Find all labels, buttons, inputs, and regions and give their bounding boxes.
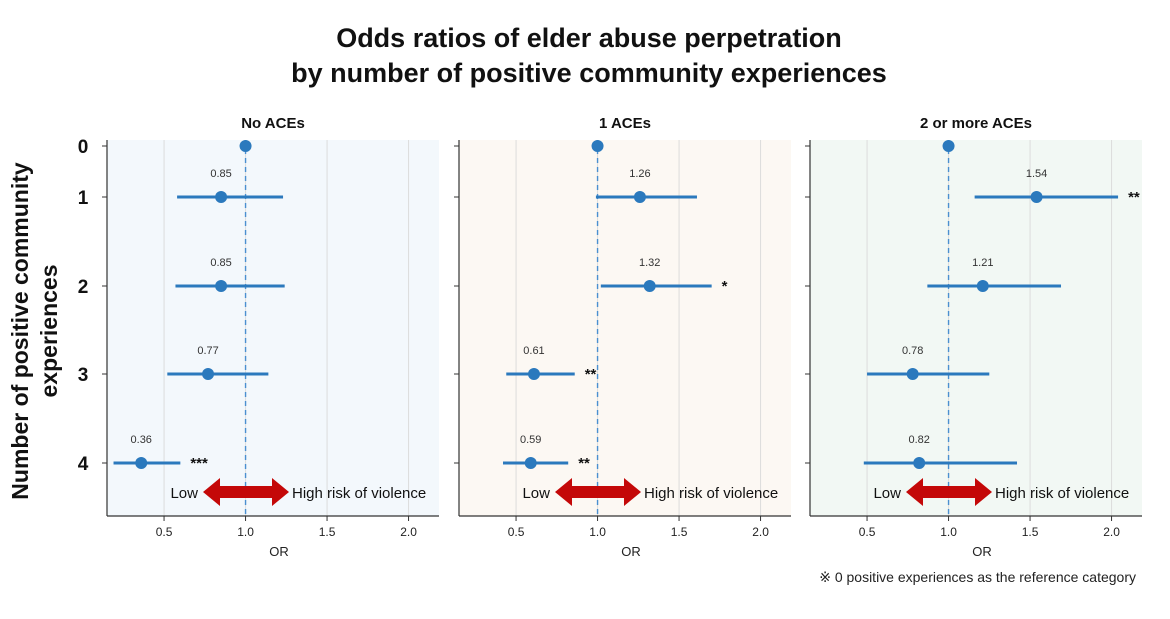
- estimate-label: 0.77: [197, 345, 218, 357]
- estimate-point: [215, 280, 228, 292]
- risk-double-arrow: [906, 478, 992, 506]
- panel-background: [107, 140, 439, 516]
- estimate-label: 1.21: [972, 257, 993, 269]
- estimate-label: 0.78: [902, 345, 923, 357]
- x-axis-label: OR: [972, 544, 992, 559]
- chart-title-line2: by number of positive community experien…: [291, 58, 887, 88]
- estimate-point: [633, 191, 646, 203]
- significance-marker: *: [722, 278, 728, 295]
- x-axis-label: OR: [269, 544, 289, 559]
- estimate-label: 0.82: [908, 434, 929, 446]
- arrow-low-label: Low: [170, 485, 198, 502]
- y-category-label: 3: [78, 365, 89, 386]
- estimate-label: 0.85: [210, 168, 231, 180]
- panel-1: 0.5 1.0 1.5 2.0 OR No ACEs 0.85 0.85 0.77 0.36 ***…: [102, 115, 439, 559]
- y-category-label: 2: [78, 277, 89, 298]
- estimate-label: 0.61: [523, 345, 544, 357]
- x-tick-label: 0.5: [508, 525, 525, 539]
- panel-2: 0.5 1.0 1.5 2.0 OR 1 ACEs 1.26 1.32 * 0.61 ** 0.59 *…: [454, 115, 791, 559]
- estimate-point: [591, 140, 604, 152]
- x-tick-label: 1.5: [671, 525, 688, 539]
- estimate-point: [215, 191, 228, 203]
- significance-marker: ***: [190, 455, 208, 472]
- y-category-label: 1: [78, 188, 89, 209]
- arrow-low-label: Low: [873, 485, 901, 502]
- panel-background: [810, 140, 1142, 516]
- x-tick-label: 1.5: [319, 525, 336, 539]
- x-tick-label: 2.0: [400, 525, 417, 539]
- estimate-label: 0.85: [210, 257, 231, 269]
- estimate-label: 1.32: [639, 257, 660, 269]
- reference-footnote: ※ 0 positive experiences as the referenc…: [819, 569, 1136, 585]
- risk-double-arrow: [555, 478, 641, 506]
- panel-title: 2 or more ACEs: [920, 115, 1032, 132]
- arrow-high-label: High risk of violence: [644, 485, 778, 502]
- estimate-label: 0.36: [131, 434, 152, 446]
- y-category-label: 0: [78, 137, 89, 158]
- arrow-low-label: Low: [522, 485, 550, 502]
- y-axis-label-line1: Number of positive community: [7, 162, 33, 500]
- significance-marker: **: [578, 455, 590, 472]
- panel-background: [459, 140, 791, 516]
- estimate-point: [527, 368, 540, 380]
- estimate-point: [976, 280, 989, 292]
- estimate-point: [524, 457, 537, 469]
- estimate-point: [202, 368, 215, 380]
- chart-title-line1: Odds ratios of elder abuse perpetration: [336, 23, 842, 53]
- arrow-high-label: High risk of violence: [292, 485, 426, 502]
- x-axis-label: OR: [621, 544, 641, 559]
- x-tick-label: 0.5: [859, 525, 876, 539]
- estimate-point: [239, 140, 252, 152]
- x-tick-label: 1.0: [940, 525, 957, 539]
- x-tick-label: 1.0: [589, 525, 606, 539]
- risk-double-arrow: [203, 478, 289, 506]
- panel-title: No ACEs: [241, 115, 305, 132]
- estimate-label: 1.54: [1026, 168, 1047, 180]
- x-tick-label: 2.0: [752, 525, 769, 539]
- x-tick-label: 2.0: [1103, 525, 1120, 539]
- estimate-point: [643, 280, 656, 292]
- significance-marker: **: [1128, 189, 1140, 206]
- panel-3: 0.5 1.0 1.5 2.0 OR 2 or more ACEs 1.54 ** 1.21 0.…: [805, 115, 1142, 559]
- estimate-label: 0.59: [520, 434, 541, 446]
- x-tick-label: 0.5: [156, 525, 173, 539]
- estimate-point: [135, 457, 148, 469]
- y-axis-label-line2: experiences: [36, 265, 62, 398]
- estimate-point: [942, 140, 955, 152]
- estimate-point: [906, 368, 919, 380]
- panel-title: 1 ACEs: [599, 115, 651, 132]
- estimate-label: 1.26: [629, 168, 650, 180]
- arrow-high-label: High risk of violence: [995, 485, 1129, 502]
- estimate-point: [1030, 191, 1043, 203]
- x-tick-label: 1.0: [237, 525, 254, 539]
- x-tick-label: 1.5: [1022, 525, 1039, 539]
- estimate-point: [913, 457, 926, 469]
- significance-marker: **: [585, 366, 597, 383]
- y-category-label: 4: [78, 454, 89, 475]
